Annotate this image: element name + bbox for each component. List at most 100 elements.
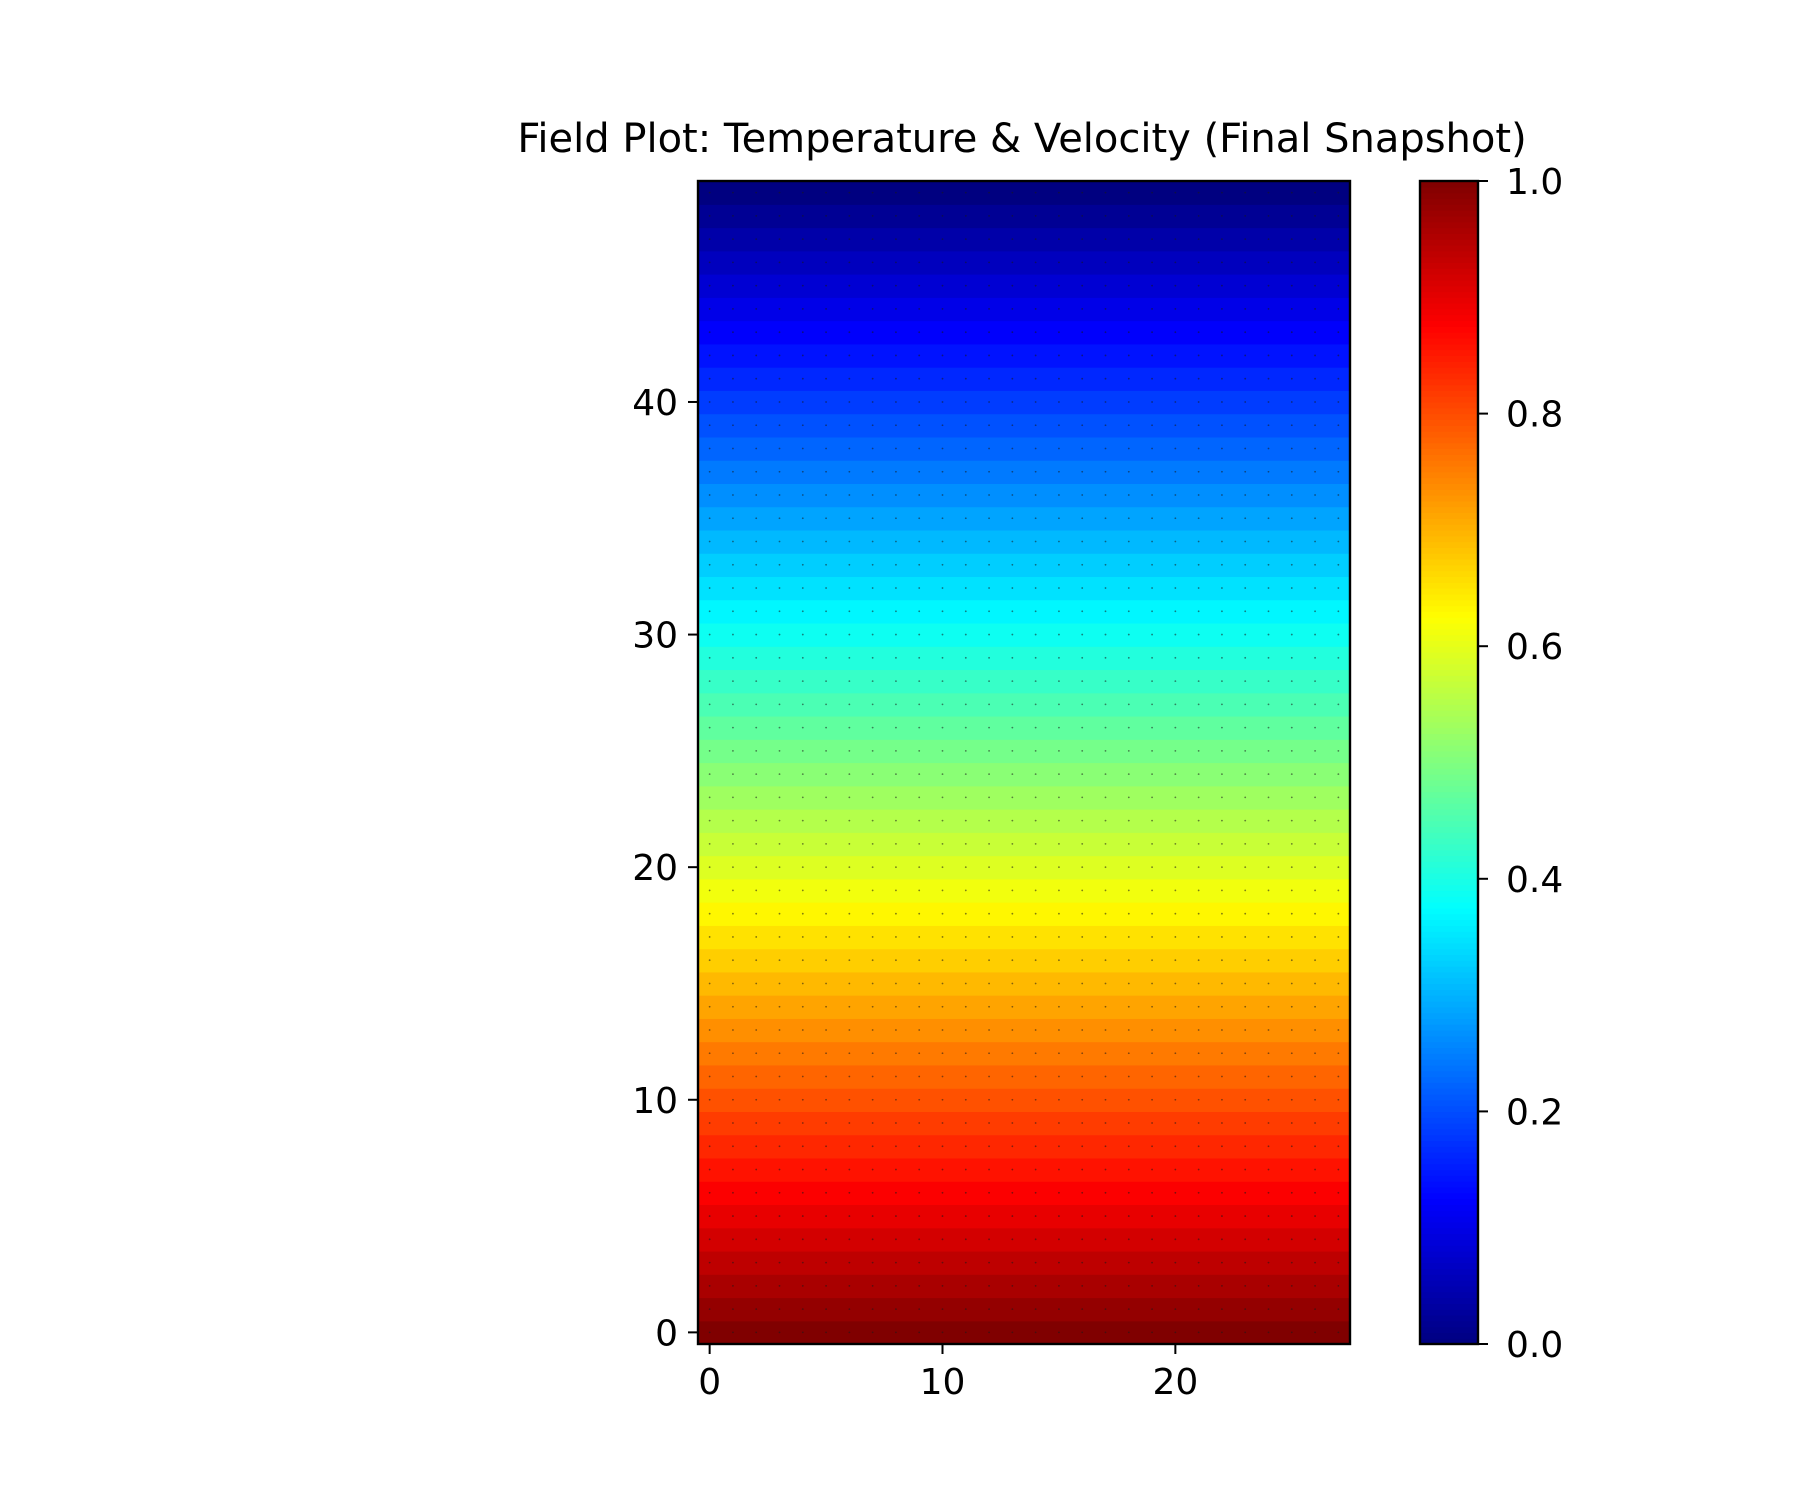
colorbar-band <box>1420 558 1478 566</box>
quiver-marker <box>1034 843 1037 845</box>
y-tick-label: 30 <box>632 616 678 657</box>
quiver-marker <box>708 1098 711 1101</box>
quiver-marker <box>964 540 967 543</box>
quiver-marker <box>1314 680 1316 682</box>
quiver-marker <box>1244 610 1247 613</box>
quiver-marker <box>1267 866 1270 869</box>
quiver-marker <box>1197 773 1200 776</box>
quiver-marker <box>848 633 851 636</box>
quiver-marker <box>778 517 781 520</box>
colorbar-band <box>1420 669 1478 676</box>
quiver-marker <box>1174 1238 1177 1241</box>
quiver-marker <box>1221 656 1223 659</box>
quiver-marker <box>732 331 734 334</box>
quiver-marker <box>1058 1238 1060 1241</box>
quiver-marker <box>1174 284 1177 287</box>
quiver-marker <box>801 494 804 496</box>
quiver-marker <box>871 1238 874 1241</box>
quiver-marker <box>1267 354 1270 357</box>
heatmap-row-12 <box>698 1041 1350 1066</box>
quiver-marker <box>1034 470 1037 473</box>
colorbar-band <box>1420 378 1478 386</box>
quiver-marker <box>732 656 734 659</box>
quiver-marker <box>871 447 874 450</box>
quiver-marker <box>1337 261 1340 264</box>
quiver-marker <box>964 214 967 217</box>
quiver-marker <box>801 1331 804 1334</box>
colorbar-band <box>1420 436 1478 444</box>
quiver-marker <box>871 401 874 403</box>
quiver-marker <box>1337 377 1340 380</box>
quiver-marker <box>1034 703 1037 706</box>
heatmap-row-45 <box>698 274 1350 298</box>
quiver-marker <box>1011 633 1014 636</box>
quiver-marker <box>1034 1052 1037 1055</box>
colorbar-band <box>1420 390 1478 397</box>
quiver-marker <box>848 470 851 473</box>
quiver-marker <box>1081 401 1084 403</box>
quiver-marker <box>1127 959 1130 962</box>
quiver-marker <box>755 308 758 310</box>
quiver-marker <box>895 936 897 938</box>
quiver-marker <box>895 354 897 357</box>
quiver-marker <box>1058 1191 1060 1194</box>
quiver-marker <box>1290 680 1293 682</box>
quiver-marker <box>988 1238 990 1241</box>
quiver-marker <box>778 680 781 682</box>
colorbar-band <box>1420 1041 1478 1049</box>
quiver-marker <box>732 1168 734 1171</box>
colorbar-band <box>1420 1059 1478 1066</box>
quiver-marker <box>1314 936 1316 938</box>
quiver-marker <box>1267 749 1270 752</box>
quiver-marker <box>1058 354 1060 357</box>
quiver-marker <box>1011 308 1014 310</box>
colorbar-band <box>1420 983 1478 990</box>
quiver-marker <box>1058 284 1060 287</box>
quiver-marker <box>1034 331 1037 334</box>
quiver-marker <box>895 517 897 520</box>
quiver-marker <box>988 517 990 520</box>
quiver-marker <box>732 447 734 450</box>
quiver-marker <box>1011 331 1014 334</box>
quiver-marker <box>708 1005 711 1008</box>
quiver-marker <box>1314 819 1316 822</box>
quiver-marker <box>895 959 897 962</box>
quiver-marker <box>1151 540 1153 543</box>
colorbar-band <box>1420 367 1478 374</box>
quiver-marker <box>1011 1075 1014 1078</box>
quiver-marker <box>1104 959 1107 962</box>
quiver-marker <box>1058 610 1060 613</box>
quiver-marker <box>895 1145 897 1148</box>
quiver-marker <box>801 308 804 310</box>
quiver-marker <box>895 1238 897 1241</box>
quiver-marker <box>1197 284 1200 287</box>
quiver-marker <box>1034 191 1037 194</box>
quiver-marker <box>1314 517 1316 520</box>
colorbar-band <box>1420 396 1478 403</box>
quiver-marker <box>778 912 781 915</box>
quiver-marker <box>988 1029 990 1031</box>
quiver-marker <box>848 214 851 217</box>
quiver-marker <box>848 540 851 543</box>
quiver-marker <box>941 1191 944 1194</box>
heatmap-row-20 <box>698 855 1350 880</box>
quiver-marker <box>1127 401 1130 403</box>
quiver-marker <box>1197 749 1200 752</box>
colorbar-band <box>1420 907 1478 915</box>
colorbar-band <box>1420 570 1478 578</box>
colorbar-band <box>1420 820 1478 828</box>
quiver-marker <box>918 1215 921 1217</box>
quiver-marker <box>1127 1308 1130 1311</box>
quiver-marker <box>1290 308 1293 310</box>
quiver-marker <box>801 1261 804 1264</box>
colorbar-band <box>1420 1169 1478 1176</box>
quiver-marker <box>1314 354 1316 357</box>
quiver-marker <box>1127 936 1130 938</box>
quiver-marker <box>1104 843 1107 845</box>
quiver-marker <box>1314 982 1316 985</box>
quiver-marker <box>964 447 967 450</box>
quiver-marker <box>871 354 874 357</box>
quiver-marker <box>1197 1005 1200 1008</box>
quiver-marker <box>825 656 827 659</box>
quiver-marker <box>1267 1052 1270 1055</box>
